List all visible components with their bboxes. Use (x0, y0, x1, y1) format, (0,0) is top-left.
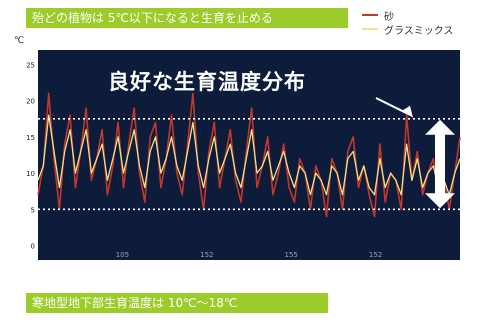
y-tick-label: 10 (26, 170, 35, 178)
y-tick-label: 0 (31, 243, 35, 251)
y-tick-label: 15 (26, 134, 35, 142)
band-arrow-shaft (435, 132, 445, 196)
chart-annotation: 良好な生育温度分布 (108, 70, 306, 94)
legend-item-grass-mix: グラスミックス (362, 22, 454, 37)
chart-legend: 砂 グラスミックス (362, 8, 454, 37)
legend-item-sand: 砂 (362, 8, 454, 23)
legend-swatch-sand (362, 14, 378, 16)
annotation-pointer-head (402, 105, 413, 118)
legend-swatch-grass-mix (362, 28, 378, 30)
y-tick-label: 20 (26, 98, 35, 106)
legend-label-sand: 砂 (384, 11, 394, 23)
plot-background (38, 50, 460, 260)
y-tick-label: 5 (31, 206, 35, 214)
band-arrow-head-up (425, 119, 455, 135)
chart-plot: 0 5 10 15 20 25 105 152 155 152 (26, 50, 461, 260)
y-tick-label: 25 (26, 61, 35, 69)
x-tick-label: 105 (116, 251, 129, 259)
series-line-grass-mix (37, 114, 461, 196)
x-tick-label: 152 (200, 251, 213, 259)
y-axis-unit: ℃ (14, 36, 25, 46)
legend-label-grass-mix: グラスミックス (384, 25, 454, 37)
x-tick-label: 155 (285, 251, 298, 259)
x-tick-label: 152 (369, 251, 382, 259)
band-arrow-head-down (425, 193, 455, 209)
banner-bottom: 寒地型地下部生育温度は 10℃〜18℃ (26, 293, 328, 313)
series-line-sand (37, 92, 461, 218)
banner-top: 殆どの植物は 5℃以下になると生育を止める (26, 8, 348, 28)
